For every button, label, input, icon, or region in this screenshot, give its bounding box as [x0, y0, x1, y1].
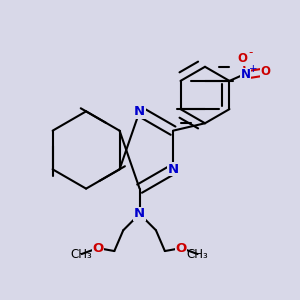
Text: N: N	[241, 68, 251, 82]
Text: +: +	[249, 64, 257, 74]
Text: -: -	[248, 46, 252, 59]
Text: O: O	[238, 52, 248, 65]
Text: CH₃: CH₃	[187, 248, 208, 260]
Text: O: O	[176, 242, 187, 255]
Text: N: N	[167, 163, 178, 176]
Text: O: O	[260, 65, 270, 79]
Text: O: O	[92, 242, 104, 255]
Text: N: N	[134, 105, 145, 118]
Text: N: N	[134, 207, 145, 220]
Text: CH₃: CH₃	[71, 248, 92, 260]
